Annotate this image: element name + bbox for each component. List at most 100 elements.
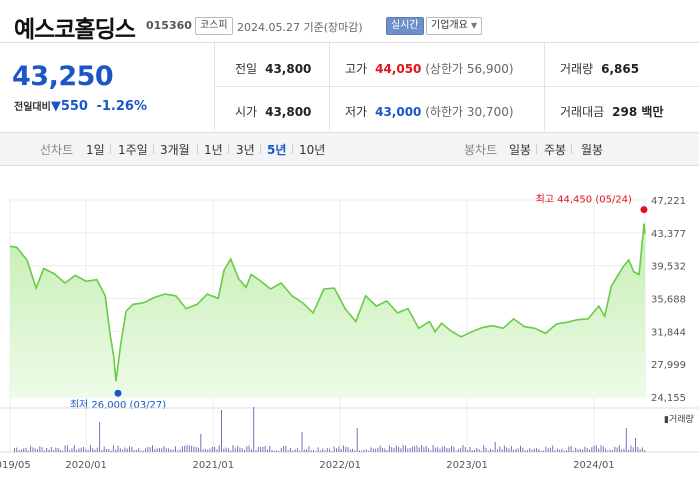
volume-bar bbox=[554, 450, 556, 452]
volume-bar bbox=[497, 449, 498, 452]
x-tick-label: 2024/01 bbox=[573, 460, 615, 471]
volume-bar bbox=[575, 447, 577, 452]
tab-1d[interactable]: 1일 bbox=[86, 143, 105, 157]
volume-bar bbox=[423, 447, 425, 452]
tab-1y[interactable]: 1년 bbox=[204, 143, 223, 157]
tab-3y[interactable]: 3년 bbox=[236, 143, 255, 157]
volume-bar bbox=[628, 450, 630, 452]
volume-bar bbox=[306, 449, 308, 452]
volume-bar bbox=[432, 445, 434, 452]
volume-bar bbox=[131, 447, 133, 452]
volume-bar bbox=[340, 449, 342, 452]
tab-monthly[interactable]: 월봉 bbox=[581, 143, 604, 157]
volume-legend: ▮거래량 bbox=[664, 413, 694, 425]
volume-bar bbox=[467, 450, 469, 452]
quote-date: 2024.05.27 기준(장마감) bbox=[237, 19, 363, 35]
current-price: 43,250 bbox=[12, 61, 114, 92]
volume-bar bbox=[363, 449, 365, 452]
volume-bar bbox=[234, 448, 236, 452]
volume-bar bbox=[179, 449, 181, 452]
down-triangle-icon: ▼ bbox=[50, 99, 61, 114]
volume-bar bbox=[637, 446, 639, 452]
volume-bar bbox=[248, 445, 250, 452]
volume-bar bbox=[96, 447, 98, 452]
realtime-button[interactable]: 실시간 bbox=[386, 17, 424, 35]
volume-bar bbox=[361, 450, 363, 452]
volume-bar bbox=[80, 447, 82, 452]
volume-bar bbox=[133, 450, 135, 452]
volume-bar bbox=[393, 448, 395, 452]
volume-bar bbox=[216, 449, 218, 452]
volume-bar bbox=[237, 445, 239, 452]
volume-bar bbox=[85, 449, 87, 452]
volume-bar bbox=[644, 450, 646, 452]
volume-bar bbox=[227, 448, 229, 452]
volume-bar bbox=[287, 450, 289, 452]
volume-bar bbox=[37, 449, 38, 452]
volume-bar bbox=[441, 446, 443, 452]
tab-1w[interactable]: 1주일 bbox=[118, 143, 148, 157]
price-area bbox=[10, 223, 645, 397]
price-chart: 47,221 43,377 39,532 35,688 31,844 27,999 24,1… bbox=[0, 165, 699, 473]
volume-bar bbox=[317, 447, 319, 452]
y-tick-label: 27,999 bbox=[651, 360, 686, 371]
volume-bar bbox=[273, 450, 275, 452]
volume-bar bbox=[395, 445, 397, 452]
volume-bar bbox=[246, 446, 248, 452]
volume-bar bbox=[290, 448, 291, 452]
volume-bar bbox=[593, 445, 595, 452]
prev-close: 전일 43,800 bbox=[235, 62, 312, 76]
company-overview-button[interactable]: 기업개요 ▼ bbox=[426, 17, 483, 35]
volume-bar bbox=[336, 448, 337, 452]
current-price-box: 43,250 전일대비▼550 -1.26% bbox=[0, 43, 215, 131]
market-badge: 코스피 bbox=[195, 17, 233, 35]
tab-3m[interactable]: 3개월 bbox=[160, 143, 190, 157]
tab-10y[interactable]: 10년 bbox=[299, 143, 326, 157]
volume-bar bbox=[244, 450, 245, 452]
volume-bar bbox=[14, 448, 15, 452]
tab-daily[interactable]: 일봉 bbox=[509, 143, 532, 157]
volume-bar bbox=[27, 450, 29, 452]
volume-bar bbox=[379, 445, 381, 452]
volume-bar bbox=[69, 450, 71, 452]
tab-weekly[interactable]: 주봉 bbox=[544, 143, 567, 157]
volume-bar bbox=[16, 447, 18, 452]
volume-bar bbox=[94, 449, 96, 452]
volume-bar bbox=[55, 447, 57, 452]
quote-summary-grid: 전일 43,800 고가 44,050 (상한가 56,900) 거래량 6,865 … bbox=[215, 43, 699, 131]
volume-bar bbox=[172, 449, 174, 452]
volume-bar bbox=[368, 450, 370, 452]
volume-bar bbox=[255, 450, 257, 452]
volume-bar bbox=[276, 450, 278, 452]
volume-bar bbox=[589, 449, 590, 452]
volume-bar bbox=[73, 445, 75, 452]
volume-bar bbox=[405, 445, 406, 452]
volume-bar bbox=[621, 449, 623, 452]
y-tick-label: 35,688 bbox=[651, 295, 686, 306]
volume-bar bbox=[411, 446, 413, 452]
volume-bar bbox=[168, 448, 170, 452]
volume-bar bbox=[520, 445, 521, 452]
y-tick-label: 43,377 bbox=[651, 229, 686, 240]
volume-bar bbox=[239, 447, 241, 452]
candle-chart-label: 봉차트 bbox=[464, 143, 498, 157]
volume-bar bbox=[444, 446, 446, 452]
volume-bar bbox=[32, 447, 34, 452]
volume-bar bbox=[522, 447, 524, 452]
volume-bar bbox=[142, 450, 144, 452]
volume-bar bbox=[207, 449, 209, 452]
volume-bar bbox=[225, 447, 227, 452]
volume-bar bbox=[545, 446, 547, 452]
tab-5y[interactable]: 5년 bbox=[267, 143, 287, 157]
volume-bar bbox=[200, 434, 202, 452]
volume-bar bbox=[510, 446, 512, 452]
volume-bar bbox=[425, 446, 427, 452]
chevron-down-icon: ▼ bbox=[471, 21, 478, 30]
volume-bar bbox=[370, 447, 372, 452]
volume-bar bbox=[524, 450, 526, 452]
volume-bar bbox=[635, 438, 636, 452]
volume-bar bbox=[92, 448, 94, 452]
volume-bar bbox=[577, 449, 579, 452]
volume-bar bbox=[292, 450, 294, 452]
volume-bar bbox=[409, 448, 411, 452]
